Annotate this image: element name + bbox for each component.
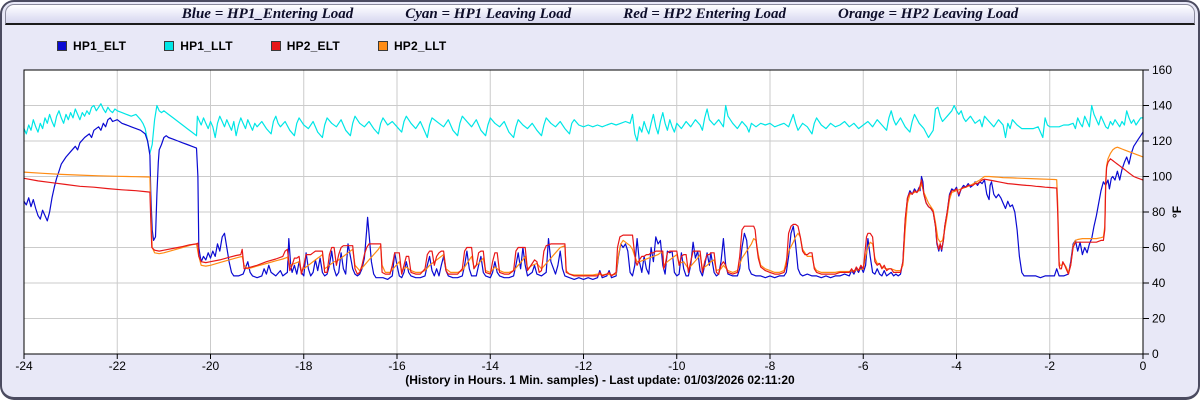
legend-item: HP1_ELT (57, 39, 126, 53)
x-tick-label: -18 (295, 359, 313, 373)
legend-swatch-icon (377, 41, 388, 51)
x-tick-label: -24 (15, 359, 33, 373)
series-line-hp2_elt (23, 158, 1144, 277)
y-tick-label: 140 (1152, 99, 1172, 113)
y-axis-unit-label: °F (1170, 206, 1184, 218)
x-tick-label: -16 (388, 359, 406, 373)
x-tick-label: -4 (951, 359, 962, 373)
y-tick-label: 120 (1152, 134, 1172, 148)
y-tick-label: 0 (1152, 347, 1159, 361)
legend-item: HP2_LLT (377, 39, 447, 53)
x-tick-label: -6 (858, 359, 869, 373)
y-tick-label: 100 (1152, 170, 1172, 184)
x-tick-label: -12 (575, 359, 593, 373)
legend: HP1_ELT HP1_LLT HP2_ELT HP2_LLT (57, 39, 446, 53)
legend-item: HP1_LLT (164, 39, 233, 53)
title-segment: Blue = HP1_Entering Load (181, 5, 354, 22)
x-tick-label: 0 (1140, 359, 1147, 373)
series-line-hp2_llt (23, 146, 1144, 276)
x-tick-label: -8 (765, 359, 776, 373)
legend-label: HP1_LLT (180, 39, 233, 53)
title-segment: Orange = HP2 Leaving Load (838, 5, 1019, 22)
title-segment: Cyan = HP1 Leaving Load (405, 5, 572, 22)
legend-swatch-icon (164, 41, 175, 51)
y-tick-label: 60 (1152, 241, 1166, 255)
legend-swatch-icon (57, 41, 67, 51)
legend-label: HP2_LLT (393, 39, 447, 53)
x-tick-label: -10 (668, 359, 686, 373)
x-tick-label: -2 (1044, 359, 1055, 373)
x-tick-label: -22 (109, 359, 127, 373)
y-tick-label: 80 (1152, 205, 1166, 219)
x-tick-label: -20 (202, 359, 220, 373)
title-segment: Red = HP2 Entering Load (623, 5, 787, 22)
legend-label: HP1_ELT (73, 39, 127, 53)
legend-label: HP2_ELT (286, 39, 340, 53)
legend-swatch-icon (270, 41, 281, 51)
footer-note: (History in Hours. 1 Min. samples) - Las… (405, 373, 795, 387)
x-tick-label: -14 (482, 359, 500, 373)
y-tick-label: 160 (1152, 63, 1172, 77)
title-bar: Blue = HP1_Entering Load Cyan = HP1 Leavi… (5, 4, 1195, 25)
legend-item: HP2_ELT (270, 39, 340, 53)
y-tick-label: 20 (1152, 312, 1166, 326)
y-tick-label: 40 (1152, 276, 1166, 290)
series-line-hp1_llt (23, 103, 1144, 154)
